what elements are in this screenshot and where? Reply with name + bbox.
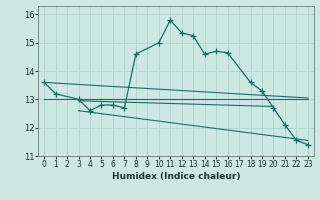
X-axis label: Humidex (Indice chaleur): Humidex (Indice chaleur)	[112, 172, 240, 181]
